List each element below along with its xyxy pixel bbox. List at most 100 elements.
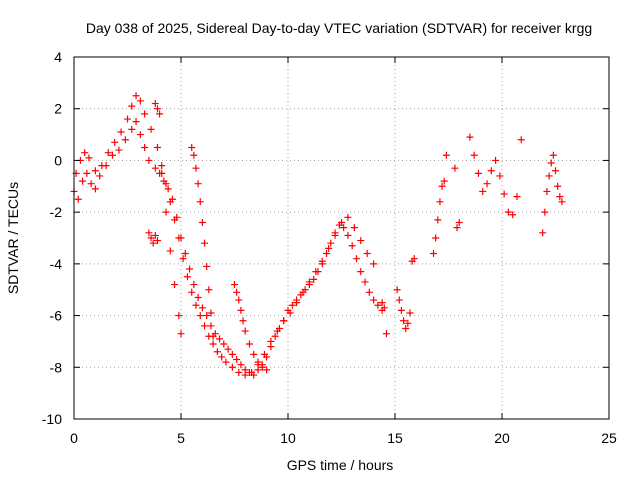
- data-point: [164, 185, 172, 193]
- y-axis-label: SDTVAR / TECUs: [5, 182, 21, 294]
- data-point: [196, 198, 204, 206]
- data-point: [554, 182, 562, 190]
- data-point: [395, 296, 403, 304]
- data-point: [190, 281, 198, 289]
- data-point: [455, 218, 463, 226]
- data-point: [365, 288, 373, 296]
- data-point: [87, 180, 95, 188]
- data-point: [237, 361, 245, 369]
- data-point: [434, 216, 442, 224]
- data-point: [340, 224, 348, 232]
- data-point: [293, 299, 301, 307]
- data-point: [181, 250, 189, 258]
- y-tick-label: 2: [54, 101, 62, 117]
- data-point: [166, 198, 174, 206]
- data-point: [98, 162, 106, 170]
- data-point: [228, 350, 236, 358]
- data-point: [374, 301, 382, 309]
- data-point: [430, 250, 438, 258]
- data-point: [260, 350, 268, 358]
- data-point: [382, 330, 390, 338]
- data-point: [128, 125, 136, 133]
- data-point: [378, 299, 386, 307]
- data-point: [310, 275, 318, 283]
- data-point: [545, 172, 553, 180]
- data-point: [147, 234, 155, 242]
- ticks: 0 5 10 15 20 25 -10 -8 -6 -4 -2 0 2 4: [42, 49, 617, 446]
- data-point: [153, 105, 161, 113]
- data-point: [325, 244, 333, 252]
- data-point: [198, 304, 206, 312]
- data-point: [487, 167, 495, 175]
- data-point: [207, 322, 215, 330]
- data-point: [547, 159, 555, 167]
- data-point: [162, 180, 170, 188]
- data-point: [151, 231, 159, 239]
- y-tick-label: -2: [50, 204, 63, 220]
- data-point: [171, 281, 179, 289]
- data-point: [318, 257, 326, 265]
- data-point: [348, 242, 356, 250]
- data-point: [466, 133, 474, 141]
- data-point: [267, 337, 275, 345]
- data-point: [248, 368, 256, 376]
- data-point: [224, 345, 232, 353]
- data-point: [271, 332, 279, 340]
- data-point: [241, 327, 249, 335]
- data-point: [509, 211, 517, 219]
- data-point: [470, 151, 478, 159]
- series-11: [539, 151, 566, 237]
- data-point: [233, 356, 241, 364]
- data-point: [361, 278, 369, 286]
- data-point: [241, 371, 249, 379]
- data-point: [474, 169, 482, 177]
- data-point: [145, 156, 153, 164]
- chart-title: Day 038 of 2025, Sidereal Day-to-day VTE…: [86, 20, 592, 36]
- data-point: [393, 286, 401, 294]
- data-point: [201, 322, 209, 330]
- data-point: [91, 185, 99, 193]
- data-point: [141, 110, 149, 118]
- data-point: [235, 296, 243, 304]
- data-point: [175, 234, 183, 242]
- y-tick-label: 4: [54, 49, 62, 65]
- data-point: [188, 144, 196, 151]
- data-point: [483, 180, 491, 188]
- data-point: [235, 368, 243, 376]
- data-point: [273, 327, 281, 335]
- data-point: [288, 301, 296, 309]
- data-point: [254, 358, 262, 366]
- data-point: [245, 340, 253, 348]
- data-point: [213, 348, 221, 356]
- data-point: [209, 340, 217, 348]
- x-tick-label: 25: [601, 430, 617, 446]
- data-point: [136, 97, 144, 105]
- data-point: [258, 363, 266, 371]
- data-point: [188, 288, 196, 296]
- y-tick-label: -6: [50, 308, 63, 324]
- data-point: [190, 151, 198, 159]
- series-6: [145, 229, 161, 247]
- data-point: [158, 162, 166, 170]
- data-point: [492, 156, 500, 164]
- data-point: [370, 260, 378, 268]
- data-point: [166, 247, 174, 255]
- data-point: [338, 218, 345, 226]
- data-point: [162, 208, 170, 216]
- series-7: [378, 299, 390, 338]
- data-point: [124, 115, 131, 123]
- data-point: [370, 296, 378, 304]
- y-tick-label: -10: [42, 411, 62, 427]
- data-point: [436, 198, 444, 206]
- data-point: [496, 172, 504, 180]
- data-point: [233, 288, 241, 296]
- data-point: [115, 146, 123, 154]
- series-10: [466, 133, 525, 219]
- data-point: [453, 224, 461, 232]
- data-point: [192, 301, 200, 309]
- data-point: [132, 92, 140, 100]
- data-point: [85, 154, 93, 162]
- data-point: [153, 144, 161, 151]
- data-point: [121, 136, 129, 144]
- data-point: [250, 350, 258, 358]
